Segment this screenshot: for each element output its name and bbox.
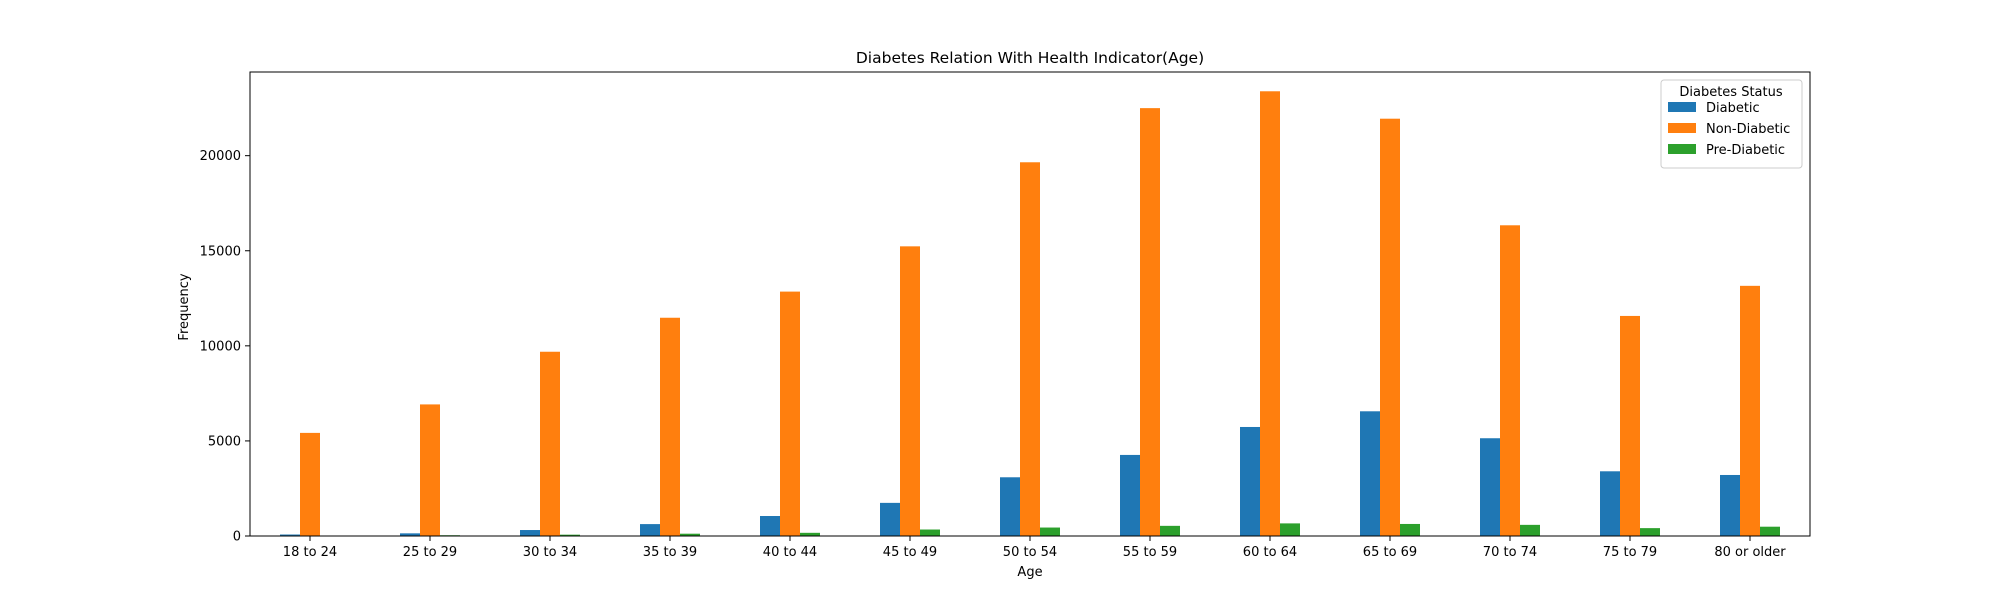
legend-swatch-diabetic bbox=[1668, 102, 1696, 112]
legend-label-non-diabetic: Non-Diabetic bbox=[1706, 122, 1790, 137]
bar-non-diabetic-8 bbox=[1260, 91, 1280, 536]
bar-diabetic-3 bbox=[640, 524, 660, 536]
bar-non-diabetic-3 bbox=[660, 318, 680, 536]
bar-pre-diabetic-7 bbox=[1160, 526, 1180, 536]
x-tick-label: 55 to 59 bbox=[1123, 545, 1177, 560]
bar-pre-diabetic-8 bbox=[1280, 523, 1300, 536]
x-tick-label: 50 to 54 bbox=[1003, 545, 1057, 560]
bar-non-diabetic-0 bbox=[300, 433, 320, 536]
bar-pre-diabetic-9 bbox=[1400, 524, 1420, 536]
chart-title: Diabetes Relation With Health Indicator(… bbox=[856, 49, 1204, 67]
x-tick-label: 45 to 49 bbox=[883, 545, 937, 560]
bar-non-diabetic-10 bbox=[1500, 225, 1520, 536]
bar-pre-diabetic-5 bbox=[920, 530, 940, 536]
x-tick-label: 35 to 39 bbox=[643, 545, 697, 560]
x-tick-label: 70 to 74 bbox=[1483, 545, 1537, 560]
bar-pre-diabetic-12 bbox=[1760, 527, 1780, 536]
plot-area: 18 to 24 25 to 29 30 to 34 35 to 39 40 to 44… bbox=[200, 91, 1787, 560]
bar-diabetic-7 bbox=[1120, 455, 1140, 536]
x-tick-label: 18 to 24 bbox=[283, 545, 337, 560]
y-tick-label: 5000 bbox=[208, 434, 241, 449]
bar-non-diabetic-4 bbox=[780, 292, 800, 536]
legend-title: Diabetes Status bbox=[1679, 85, 1782, 100]
legend-swatch-pre-diabetic bbox=[1668, 144, 1696, 154]
x-tick-label: 40 to 44 bbox=[763, 545, 817, 560]
bar-non-diabetic-11 bbox=[1620, 316, 1640, 536]
x-tick-label: 30 to 34 bbox=[523, 545, 577, 560]
x-tick-label: 80 or older bbox=[1714, 545, 1786, 560]
bar-diabetic-2 bbox=[520, 530, 540, 536]
y-tick-label: 15000 bbox=[200, 244, 241, 259]
bar-diabetic-11 bbox=[1600, 471, 1620, 536]
bar-non-diabetic-12 bbox=[1740, 286, 1760, 536]
bar-diabetic-9 bbox=[1360, 411, 1380, 536]
bar-non-diabetic-9 bbox=[1380, 119, 1400, 536]
x-axis-title: Age bbox=[1017, 565, 1042, 580]
bar-non-diabetic-6 bbox=[1020, 162, 1040, 536]
bar-non-diabetic-5 bbox=[900, 246, 920, 536]
y-tick-label: 20000 bbox=[200, 149, 241, 164]
x-tick-label: 75 to 79 bbox=[1603, 545, 1657, 560]
bar-diabetic-12 bbox=[1720, 475, 1740, 536]
bar-diabetic-6 bbox=[1000, 477, 1020, 536]
legend-swatch-non-diabetic bbox=[1668, 123, 1696, 133]
x-tick-label: 25 to 29 bbox=[403, 545, 457, 560]
x-tick-label: 65 to 69 bbox=[1363, 545, 1417, 560]
bar-non-diabetic-7 bbox=[1140, 108, 1160, 536]
bar-pre-diabetic-6 bbox=[1040, 528, 1060, 536]
y-tick-label: 10000 bbox=[200, 339, 241, 354]
legend-label-pre-diabetic: Pre-Diabetic bbox=[1706, 143, 1785, 158]
y-axis-title: Frequency bbox=[177, 273, 192, 340]
bar-diabetic-4 bbox=[760, 516, 780, 536]
x-tick-label: 60 to 64 bbox=[1243, 545, 1297, 560]
bar-diabetic-10 bbox=[1480, 438, 1500, 536]
bar-non-diabetic-2 bbox=[540, 352, 560, 536]
bar-diabetic-8 bbox=[1240, 427, 1260, 536]
bar-pre-diabetic-11 bbox=[1640, 528, 1660, 536]
legend: Diabetes Status Diabetic Non-Diabetic Pre-… bbox=[1661, 80, 1802, 168]
bar-non-diabetic-1 bbox=[420, 404, 440, 536]
bar-diabetic-5 bbox=[880, 503, 900, 536]
y-tick-label: 0 bbox=[233, 530, 241, 545]
legend-label-diabetic: Diabetic bbox=[1706, 101, 1760, 116]
bar-pre-diabetic-10 bbox=[1520, 525, 1540, 536]
